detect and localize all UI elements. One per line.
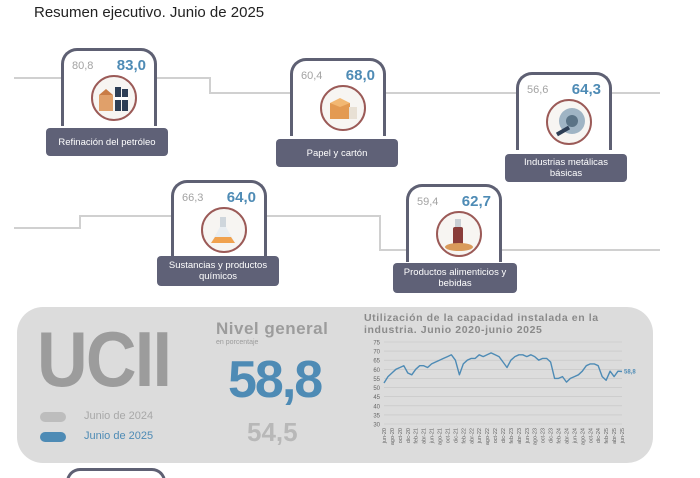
- refinery-icon: [91, 75, 137, 121]
- sector-current-value: 68,0: [345, 67, 375, 84]
- x-tick-label: dic-23: [549, 428, 555, 443]
- nivel-general-prev-value: 54,5: [247, 417, 298, 447]
- x-tick-label: jun-24: [572, 428, 578, 444]
- nivel-general-subtitle: en porcentaje: [216, 339, 259, 346]
- x-tick-label: oct-21: [445, 428, 451, 443]
- legend-swatch-2025: [40, 432, 66, 442]
- ucii-heading: UCII: [37, 315, 172, 403]
- x-tick-label: oct-23: [541, 428, 547, 443]
- x-tick-label: ago-22: [485, 428, 491, 445]
- nivel-general-value: 58,8: [228, 351, 323, 409]
- y-tick-label: 60: [373, 368, 380, 374]
- y-tick-label: 70: [373, 350, 380, 356]
- x-tick-label: dic-24: [596, 428, 602, 443]
- flask-icon: [201, 207, 247, 253]
- legend-label-2025: Junio de 2025: [84, 430, 154, 442]
- chart-title: Utilización de la capacidad instalada en…: [364, 312, 599, 336]
- sector-card-refinacion: 80,8 83,0: [61, 48, 157, 126]
- sector-card-papel: 60,4 68,0: [290, 58, 386, 136]
- bottle-bread-icon: [436, 211, 482, 257]
- x-tick-label: feb-23: [509, 428, 515, 444]
- sector-label: Industrias metálicas básicas: [505, 154, 627, 182]
- x-tick-label: abr-21: [422, 428, 428, 444]
- x-tick-label: dic-21: [453, 428, 459, 443]
- x-tick-label: feb-21: [414, 428, 420, 444]
- nivel-general-title: Nivel general: [216, 319, 329, 338]
- legend-swatch-2024: [40, 412, 66, 422]
- sector-current-value: 83,0: [116, 57, 146, 74]
- x-tick-label: jun-25: [620, 428, 626, 444]
- x-tick-label: feb-22: [461, 428, 467, 444]
- x-tick-label: abr-22: [469, 428, 475, 444]
- x-tick-label: ago-23: [533, 428, 539, 445]
- sector-prev-value: 60,4: [301, 70, 323, 82]
- x-tick-label: dic-20: [406, 428, 412, 443]
- sector-current-value: 64,3: [571, 81, 601, 98]
- x-tick-label: oct-22: [493, 428, 499, 443]
- sector-prev-value: 56,6: [527, 84, 549, 96]
- metal-coil-icon: [546, 99, 592, 145]
- x-tick-label: abr-24: [564, 428, 570, 444]
- sector-prev-value: 66,3: [182, 192, 204, 204]
- next-card-stub: [66, 468, 166, 478]
- sector-prev-value: 59,4: [417, 196, 439, 208]
- end-data-label: 58,8: [624, 370, 636, 376]
- sector-prev-value: 80,8: [72, 60, 94, 72]
- y-tick-label: 40: [373, 404, 380, 410]
- summary-panel: [17, 307, 653, 463]
- y-tick-label: 50: [373, 386, 380, 392]
- x-tick-label: feb-25: [604, 428, 610, 444]
- x-tick-label: jun-23: [525, 428, 531, 444]
- x-tick-label: abr-25: [612, 428, 618, 444]
- x-tick-label: jun-20: [382, 428, 388, 444]
- cardboard-box-icon: [320, 85, 366, 131]
- y-tick-label: 45: [373, 395, 380, 401]
- x-tick-label: jun-21: [430, 428, 436, 444]
- x-tick-label: ago-24: [580, 428, 586, 445]
- series-line: [383, 352, 623, 384]
- x-tick-label: jun-22: [477, 428, 483, 444]
- sector-current-value: 62,7: [461, 193, 491, 210]
- y-tick-label: 30: [373, 423, 380, 429]
- y-tick-label: 35: [373, 413, 380, 419]
- sector-label: Sustancias y productos químicos: [157, 256, 279, 286]
- y-tick-label: 65: [373, 359, 380, 365]
- legend-label-2024: Junio de 2024: [84, 410, 154, 422]
- page-title: Resumen ejecutivo. Junio de 2025: [34, 4, 265, 21]
- sector-label: Productos alimenticios y bebidas: [393, 263, 517, 293]
- sector-card-metalicas: 56,6 64,3: [516, 72, 612, 150]
- sector-card-quimicos: 66,3 64,0: [171, 180, 267, 258]
- x-tick-label: dic-22: [501, 428, 507, 443]
- x-tick-label: oct-20: [398, 428, 404, 443]
- x-tick-label: feb-24: [557, 428, 563, 444]
- sector-label: Papel y cartón: [276, 139, 398, 167]
- x-tick-label: oct-24: [588, 428, 594, 443]
- sector-card-alimenticios: 59,4 62,7: [406, 184, 502, 262]
- y-tick-label: 75: [373, 341, 380, 347]
- x-tick-label: ago-21: [438, 428, 444, 445]
- x-tick-label: ago-20: [390, 428, 396, 445]
- sector-label: Refinación del petróleo: [46, 128, 168, 156]
- sector-current-value: 64,0: [226, 189, 256, 206]
- x-tick-label: abr-23: [517, 428, 523, 444]
- y-tick-label: 55: [373, 377, 380, 383]
